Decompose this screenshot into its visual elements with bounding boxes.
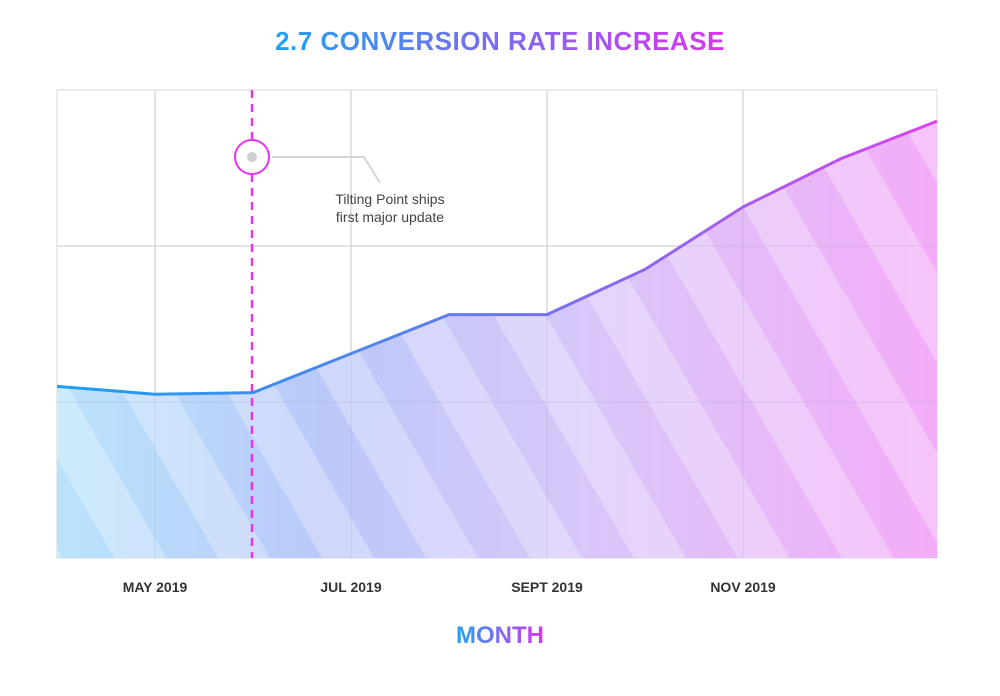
annotation-leader xyxy=(272,156,381,184)
annotation-marker: Tilting Point ships first major update xyxy=(234,90,445,558)
x-axis-ticks: MAY 2019 JUL 2019 SEPT 2019 NOV 2019 xyxy=(123,579,776,595)
x-tick-label: JUL 2019 xyxy=(320,579,381,595)
series-line xyxy=(56,119,938,396)
area-stripes xyxy=(57,121,937,558)
annotation-text-line1: Tilting Point ships xyxy=(335,191,444,207)
series-line-path xyxy=(56,119,938,396)
x-tick-label: SEPT 2019 xyxy=(511,579,583,595)
x-tick-label: MAY 2019 xyxy=(123,579,188,595)
x-tick-label: NOV 2019 xyxy=(710,579,776,595)
chart-title: 2.7 CONVERSION RATE INCREASE xyxy=(275,26,725,56)
x-axis-title: MONTH xyxy=(456,622,544,649)
area-fill xyxy=(57,90,937,558)
annotation-text-line2: first major update xyxy=(336,209,444,225)
annotation-dot xyxy=(247,152,257,162)
